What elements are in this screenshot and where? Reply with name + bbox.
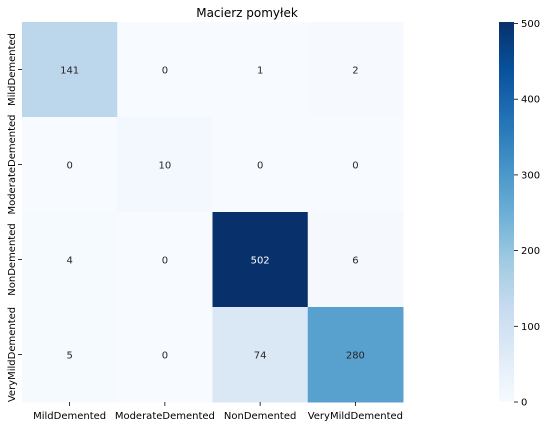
heatmap-cells: 141 0 1 20 10 0 04 0 502 65 0 74 280	[22, 22, 404, 403]
y-axis-ticks: MildDemented ModerateDemented NonDemented V…	[7, 33, 22, 402]
x-tick-label: NonDemented	[224, 411, 296, 422]
heatmap-cell	[212, 212, 309, 308]
x-tick-label: ModerateDemented	[115, 411, 215, 422]
heatmap-cell	[212, 22, 309, 118]
colorbar: 0 100 200 300 400 500	[499, 19, 540, 409]
cell-value-label: 2	[352, 66, 358, 77]
heatmap-cell	[212, 307, 309, 403]
heatmap-cell	[307, 22, 404, 118]
heatmap-cell	[307, 212, 404, 308]
cell-value-label: 0	[162, 256, 168, 267]
cell-value-label: 6	[352, 256, 358, 267]
heatmap-cell	[117, 307, 213, 403]
cell-value-label: 502	[251, 256, 270, 267]
heatmap-cell	[117, 212, 213, 308]
colorbar-tick-label: 300	[521, 170, 540, 181]
heatmap-cell	[307, 117, 404, 213]
cell-value-label: 0	[162, 351, 168, 362]
x-tick-label: VeryMildDemented	[308, 411, 403, 422]
heatmap-cell	[117, 22, 213, 118]
heatmap-cell	[22, 307, 118, 403]
cell-value-label: 4	[66, 256, 72, 267]
colorbar-tick-label: 400	[521, 95, 540, 106]
heatmap-cell	[22, 22, 118, 118]
cell-value-label: 10	[159, 161, 172, 172]
colorbar-tick-label: 100	[521, 322, 540, 333]
colorbar-tick-label: 200	[521, 246, 540, 257]
cell-value-label: 0	[66, 161, 72, 172]
y-tick-label: ModerateDemented	[7, 114, 18, 214]
x-axis-ticks: MildDemented ModerateDemented NonDemented V…	[33, 402, 403, 422]
heatmap-cell	[22, 212, 118, 308]
heatmap-cell	[22, 117, 118, 213]
colorbar-gradient	[499, 22, 514, 402]
colorbar-tick-label: 0	[521, 398, 527, 409]
cell-value-label: 5	[66, 351, 72, 362]
heatmap-cell	[307, 307, 404, 403]
cell-value-label: 141	[60, 66, 79, 77]
chart-title: Macierz pomyłek	[196, 6, 298, 20]
x-tick-label: MildDemented	[33, 411, 106, 422]
cell-value-label: 0	[162, 66, 168, 77]
cell-value-label: 0	[352, 161, 358, 172]
cell-value-label: 280	[346, 351, 365, 362]
heatmap-cell	[117, 117, 213, 213]
cell-value-label: 0	[257, 161, 263, 172]
y-tick-label: MildDemented	[7, 33, 18, 106]
cell-value-label: 74	[254, 351, 267, 362]
colorbar-tick-label: 500	[521, 19, 540, 30]
cell-value-label: 1	[257, 66, 263, 77]
y-tick-label: VeryMildDemented	[7, 307, 18, 402]
heatmap-cell	[212, 117, 309, 213]
y-tick-label: NonDemented	[7, 223, 18, 295]
